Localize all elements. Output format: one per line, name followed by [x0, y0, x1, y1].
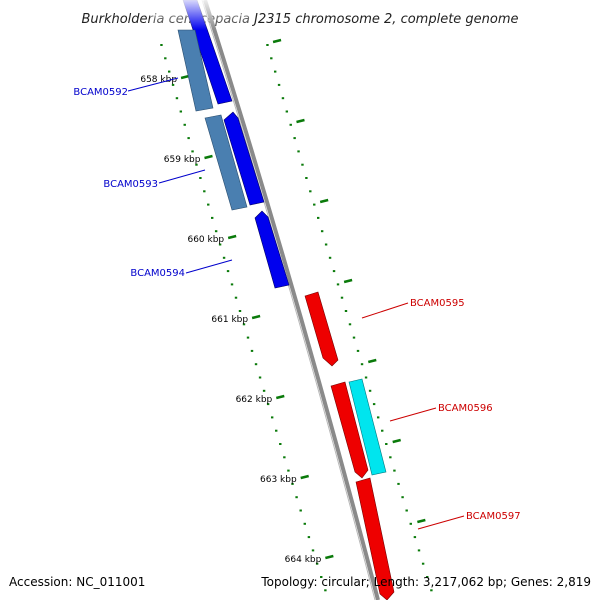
gene-feature-bcam0596-cds[interactable] — [348, 378, 387, 476]
gene-feature-bcam0596[interactable] — [330, 381, 369, 479]
tick-label: 658 kbp — [140, 75, 177, 85]
tick-rails — [160, 44, 433, 592]
gene-label-bcam0597[interactable]: BCAM0597 — [466, 511, 521, 522]
gene-label-bcam0593[interactable]: BCAM0593 — [103, 179, 158, 190]
gene-label-bcam0595[interactable]: BCAM0595 — [410, 298, 465, 309]
gene-feature-bcam0597[interactable] — [355, 477, 395, 600]
gene-features — [177, 0, 395, 600]
major-tick-inner — [204, 154, 213, 160]
map-title: Burkholderia cenocepacia J2315 chromosom… — [81, 12, 518, 27]
gene-label-bcam0594[interactable]: BCAM0594 — [130, 268, 185, 279]
top-fade — [150, 0, 250, 30]
major-tick-outer — [417, 518, 426, 524]
leader-line-bcam0597 — [417, 515, 465, 530]
chromosome-backbone-highlight — [201, 0, 376, 600]
genome-summary-text: Topology: circular; Length: 3,217,062 bp… — [260, 575, 591, 589]
major-tick-inner — [325, 554, 334, 560]
leader-line-bcam0593 — [158, 169, 206, 184]
leader-line-bcam0592 — [127, 77, 179, 92]
tick-label: 663 kbp — [260, 475, 297, 485]
chromosome-backbone — [203, 0, 380, 600]
major-tick-inner — [227, 234, 237, 240]
tick-label: 659 kbp — [164, 155, 201, 165]
gene-feature-bcam0595[interactable] — [304, 291, 339, 367]
major-tick-inner — [275, 394, 285, 400]
tick-label: 661 kbp — [211, 315, 248, 325]
major-tick-inner — [300, 474, 309, 480]
major-tick-outer — [392, 438, 401, 444]
major-tick-outer — [343, 278, 353, 284]
gene-label-bcam0592[interactable]: BCAM0592 — [73, 87, 128, 98]
kbp-ticks: 658 kbp 659 kbp 660 kbp 661 kbp 662 kbp 663 k… — [140, 38, 426, 565]
tick-label: 660 kbp — [187, 235, 224, 245]
major-tick-outer — [272, 38, 282, 44]
gene-feature-bcam0594[interactable] — [254, 210, 290, 289]
gene-feature-bcam0593-cds[interactable] — [204, 114, 248, 211]
leader-line-bcam0596 — [389, 407, 437, 422]
major-tick-outer — [296, 118, 305, 124]
leader-line-bcam0595 — [361, 302, 409, 319]
major-tick-inner — [251, 314, 261, 320]
gene-feature-bcam0593[interactable] — [223, 111, 265, 206]
tick-label: 662 kbp — [236, 395, 273, 405]
major-tick-outer — [319, 198, 329, 204]
major-tick-inner — [180, 74, 190, 80]
major-tick-outer — [367, 358, 377, 364]
gene-label-bcam0596[interactable]: BCAM0596 — [438, 403, 493, 414]
tick-label: 664 kbp — [285, 555, 322, 565]
leader-line-bcam0594 — [185, 259, 233, 274]
gene-labels: BCAM0592 BCAM0593 BCAM0594 BCAM0595 BCAM… — [73, 77, 521, 530]
accession-text: Accession: NC_011001 — [9, 575, 145, 589]
